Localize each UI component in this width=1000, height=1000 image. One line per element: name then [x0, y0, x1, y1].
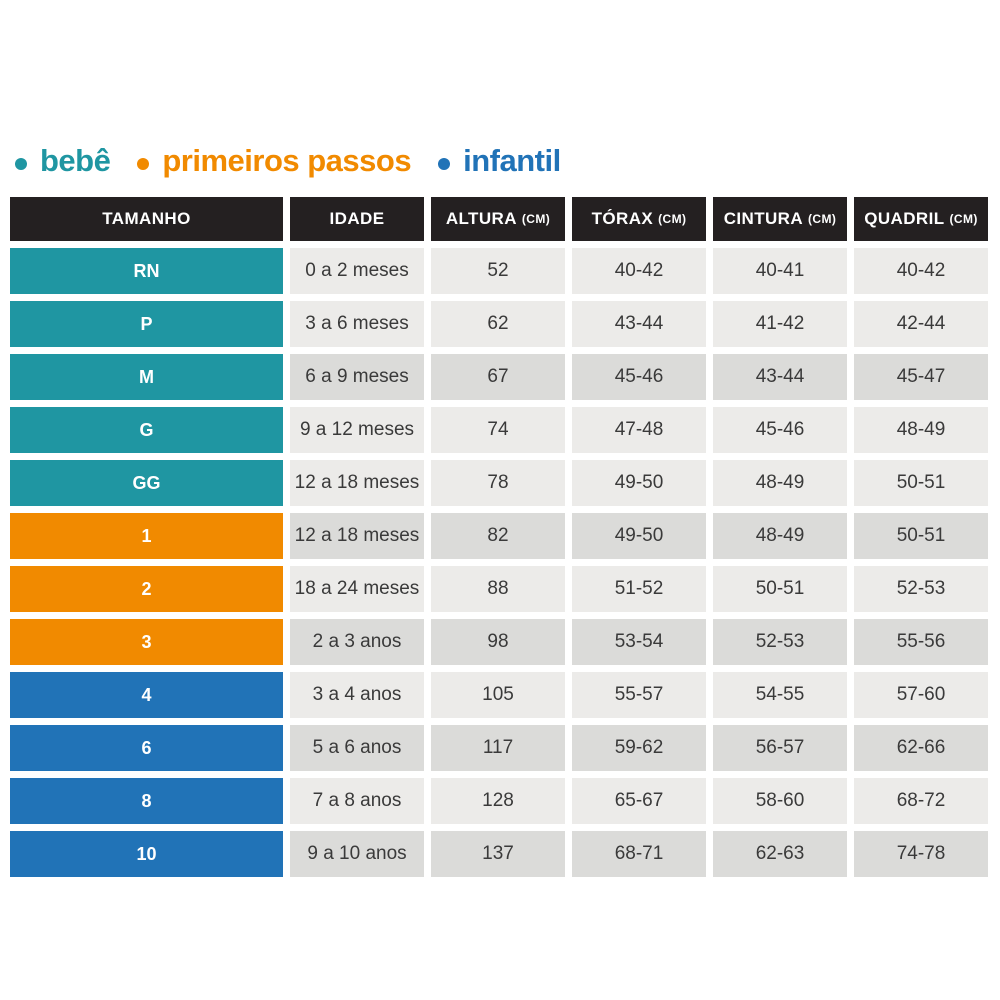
cintura-cell: 48-49: [713, 513, 847, 559]
torax-cell: 49-50: [572, 513, 706, 559]
idade-cell: 9 a 10 anos: [290, 831, 424, 877]
idade-cell: 12 a 18 meses: [290, 460, 424, 506]
column-header-altura: ALTURA (CM): [431, 197, 565, 241]
column-header-tamanho: TAMANHO: [10, 197, 283, 241]
cintura-cell: 50-51: [713, 566, 847, 612]
torax-cell: 68-71: [572, 831, 706, 877]
size-group-legend: bebê primeiros passos infantil: [15, 143, 561, 179]
cintura-cell: 54-55: [713, 672, 847, 718]
cintura-cell: 43-44: [713, 354, 847, 400]
size-cell-rn: RN: [10, 248, 283, 294]
torax-cell: 65-67: [572, 778, 706, 824]
torax-cell: 53-54: [572, 619, 706, 665]
column-header-idade: IDADE: [290, 197, 424, 241]
size-cell-8: 8: [10, 778, 283, 824]
size-cell-4: 4: [10, 672, 283, 718]
column-header-unit: (CM): [949, 212, 978, 226]
column-header-tórax: TÓRAX (CM): [572, 197, 706, 241]
cintura-cell: 45-46: [713, 407, 847, 453]
idade-cell: 2 a 3 anos: [290, 619, 424, 665]
altura-cell: 128: [431, 778, 565, 824]
column-header-unit: (CM): [658, 212, 687, 226]
torax-cell: 59-62: [572, 725, 706, 771]
size-cell-1: 1: [10, 513, 283, 559]
quadril-cell: 50-51: [854, 460, 988, 506]
legend-label-bebe: bebê: [40, 143, 111, 178]
cintura-cell: 48-49: [713, 460, 847, 506]
size-cell-3: 3: [10, 619, 283, 665]
bullet-dot-icon: [15, 157, 27, 170]
altura-cell: 98: [431, 619, 565, 665]
altura-cell: 117: [431, 725, 565, 771]
altura-cell: 88: [431, 566, 565, 612]
cintura-cell: 56-57: [713, 725, 847, 771]
altura-cell: 67: [431, 354, 565, 400]
idade-cell: 7 a 8 anos: [290, 778, 424, 824]
altura-cell: 74: [431, 407, 565, 453]
size-cell-m: M: [10, 354, 283, 400]
size-cell-2: 2: [10, 566, 283, 612]
altura-cell: 137: [431, 831, 565, 877]
altura-cell: 52: [431, 248, 565, 294]
cintura-cell: 52-53: [713, 619, 847, 665]
idade-cell: 12 a 18 meses: [290, 513, 424, 559]
column-header-unit: (CM): [521, 212, 551, 226]
torax-cell: 45-46: [572, 354, 706, 400]
size-chart-table: TAMANHO IDADE ALTURA (CM) TÓRAX (CM) CINTURA (C…: [10, 197, 988, 877]
idade-cell: 0 a 2 meses: [290, 248, 424, 294]
column-header-quadril: QUADRIL (CM): [854, 197, 988, 241]
idade-cell: 6 a 9 meses: [290, 354, 424, 400]
bullet-dot-icon: [137, 157, 150, 170]
torax-cell: 51-52: [572, 566, 706, 612]
torax-cell: 40-42: [572, 248, 706, 294]
quadril-cell: 48-49: [854, 407, 988, 453]
altura-cell: 78: [431, 460, 565, 506]
cintura-cell: 62-63: [713, 831, 847, 877]
quadril-cell: 68-72: [854, 778, 988, 824]
torax-cell: 47-48: [572, 407, 706, 453]
legend-label-primeiros-passos: primeiros passos: [162, 143, 412, 178]
cintura-cell: 40-41: [713, 248, 847, 294]
torax-cell: 49-50: [572, 460, 706, 506]
quadril-cell: 55-56: [854, 619, 988, 665]
quadril-cell: 52-53: [854, 566, 988, 612]
size-cell-g: G: [10, 407, 283, 453]
idade-cell: 18 a 24 meses: [290, 566, 424, 612]
quadril-cell: 42-44: [854, 301, 988, 347]
idade-cell: 5 a 6 anos: [290, 725, 424, 771]
size-cell-p: P: [10, 301, 283, 347]
column-header-label: TAMANHO: [102, 209, 191, 228]
bullet-dot-icon: [438, 157, 451, 170]
size-cell-10: 10: [10, 831, 283, 877]
quadril-cell: 50-51: [854, 513, 988, 559]
size-cell-6: 6: [10, 725, 283, 771]
column-header-label: IDADE: [329, 209, 385, 228]
legend-item-bebe: bebê: [15, 143, 111, 179]
idade-cell: 3 a 6 meses: [290, 301, 424, 347]
torax-cell: 55-57: [572, 672, 706, 718]
column-header-label: TÓRAX: [591, 209, 654, 228]
quadril-cell: 74-78: [854, 831, 988, 877]
quadril-cell: 45-47: [854, 354, 988, 400]
legend-item-primeiros-passos: primeiros passos: [137, 143, 412, 179]
idade-cell: 9 a 12 meses: [290, 407, 424, 453]
legend-label-infantil: infantil: [463, 143, 561, 178]
size-cell-gg: GG: [10, 460, 283, 506]
quadril-cell: 62-66: [854, 725, 988, 771]
quadril-cell: 40-42: [854, 248, 988, 294]
quadril-cell: 57-60: [854, 672, 988, 718]
legend-item-infantil: infantil: [438, 143, 561, 179]
column-header-unit: (CM): [808, 212, 837, 226]
cintura-cell: 58-60: [713, 778, 847, 824]
cintura-cell: 41-42: [713, 301, 847, 347]
idade-cell: 3 a 4 anos: [290, 672, 424, 718]
altura-cell: 62: [431, 301, 565, 347]
column-header-label: QUADRIL: [864, 209, 945, 228]
altura-cell: 105: [431, 672, 565, 718]
column-header-label: CINTURA: [723, 209, 804, 228]
column-header-label: ALTURA: [445, 209, 517, 228]
column-header-cintura: CINTURA (CM): [713, 197, 847, 241]
torax-cell: 43-44: [572, 301, 706, 347]
altura-cell: 82: [431, 513, 565, 559]
